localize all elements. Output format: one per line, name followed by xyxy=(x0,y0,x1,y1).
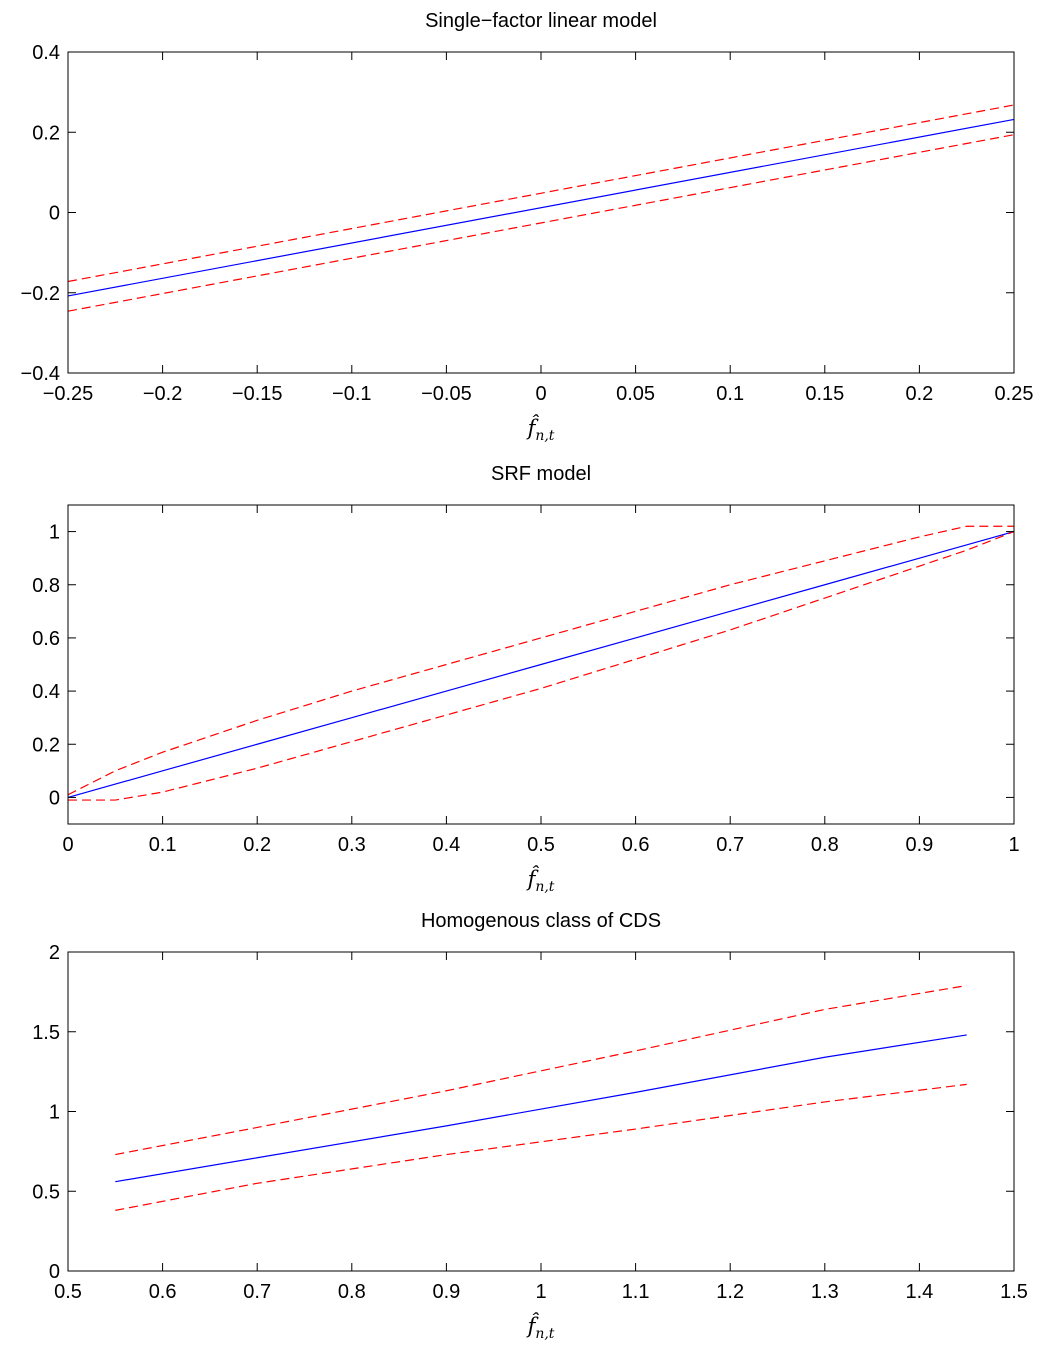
chart-title: Homogenous class of CDS xyxy=(421,910,661,932)
y-tick-label: 0.4 xyxy=(32,681,60,703)
x-tick-label: 0.9 xyxy=(905,834,933,856)
y-tick-label: 0 xyxy=(49,1261,60,1283)
x-axis-label: f̂n,t xyxy=(526,1313,555,1342)
x-tick-label: 0 xyxy=(535,383,546,405)
x-tick-label: 1.4 xyxy=(905,1281,933,1303)
x-tick-label: 0.7 xyxy=(243,1281,271,1303)
chart-title: Single−factor linear model xyxy=(425,10,657,32)
y-tick-label: 0.8 xyxy=(32,575,60,597)
x-tick-label: 0.1 xyxy=(149,834,177,856)
upper-bound-line xyxy=(67,104,1015,283)
x-tick-label: 0.9 xyxy=(432,1281,460,1303)
upper-bound-line xyxy=(67,525,1014,796)
x-tick-label: 1.3 xyxy=(811,1281,839,1303)
lower-bound-line xyxy=(115,1083,967,1211)
x-tick-label: −0.1 xyxy=(332,383,371,405)
x-tick-label: 0.1 xyxy=(716,383,744,405)
x-tick-label: 1.1 xyxy=(622,1281,650,1303)
x-tick-label: 0.05 xyxy=(616,383,655,405)
x-tick-label: 1.5 xyxy=(1000,1281,1028,1303)
x-axis-label: f̂n,t xyxy=(526,415,555,444)
y-tick-label: 0.2 xyxy=(32,122,60,144)
x-tick-label: 0.7 xyxy=(716,834,744,856)
x-tick-label: 0.3 xyxy=(338,834,366,856)
chart-panel-srf: SRF model 0 0.1 0.2 0.3 0.4 0.5 0.6 0.7 0.8 0.9 1 0… xyxy=(32,463,1019,895)
fitted-line xyxy=(67,118,1015,297)
upper-bound-line xyxy=(115,984,967,1156)
x-tick-label: −0.2 xyxy=(143,383,182,405)
x-tick-label: 0.2 xyxy=(905,383,933,405)
fitted-line xyxy=(115,1034,967,1183)
y-tick-label: 0.5 xyxy=(32,1181,60,1203)
x-tick-label: 0.2 xyxy=(243,834,271,856)
x-tick-label: 0 xyxy=(62,834,73,856)
y-tick-label: 1.5 xyxy=(32,1022,60,1044)
x-tick-label: 0.25 xyxy=(995,383,1034,405)
y-tick-label: −0.4 xyxy=(21,363,60,385)
x-tick-label: −0.25 xyxy=(43,383,94,405)
x-tick-label: 0.4 xyxy=(432,834,460,856)
y-tick-label: 2 xyxy=(49,942,60,964)
x-tick-label: 0.5 xyxy=(54,1281,82,1303)
x-tick-label: 1 xyxy=(1008,834,1019,856)
x-tick-label: 1 xyxy=(535,1281,546,1303)
x-tick-label: 0.5 xyxy=(527,834,555,856)
y-tick-label: 1 xyxy=(49,1102,60,1124)
fitted-line xyxy=(67,531,1015,798)
y-tick-label: 0.4 xyxy=(32,42,60,64)
lower-bound-line xyxy=(68,531,1015,801)
axes-box xyxy=(67,951,1015,1272)
axes-box xyxy=(67,51,1015,374)
x-axis-label: f̂n,t xyxy=(526,866,555,895)
x-tick-label: −0.05 xyxy=(421,383,472,405)
y-tick-label: −0.2 xyxy=(21,283,60,305)
x-tick-label: −0.15 xyxy=(232,383,283,405)
x-tick-label: 0.6 xyxy=(622,834,650,856)
x-tick-label: 0.6 xyxy=(149,1281,177,1303)
x-tick-label: 0.8 xyxy=(338,1281,366,1303)
x-tick-label: 0.15 xyxy=(805,383,844,405)
x-tick-label: 1.2 xyxy=(716,1281,744,1303)
y-tick-label: 0 xyxy=(49,203,60,225)
y-tick-label: 0 xyxy=(49,787,60,809)
chart-panel-single-factor: Single−factor linear model −0.25 −0.2 −0.1… xyxy=(21,10,1034,444)
y-tick-label: 0.2 xyxy=(32,734,60,756)
y-tick-label: 0.6 xyxy=(32,628,60,650)
y-tick-label: 1 xyxy=(49,522,60,544)
lower-bound-line xyxy=(67,134,1015,312)
x-tick-label: 0.8 xyxy=(811,834,839,856)
chart-panel-homogenous: Homogenous class of CDS 0.5 0.6 0.7 0.8 0.9 1… xyxy=(32,910,1028,1342)
chart-title: SRF model xyxy=(491,463,591,485)
